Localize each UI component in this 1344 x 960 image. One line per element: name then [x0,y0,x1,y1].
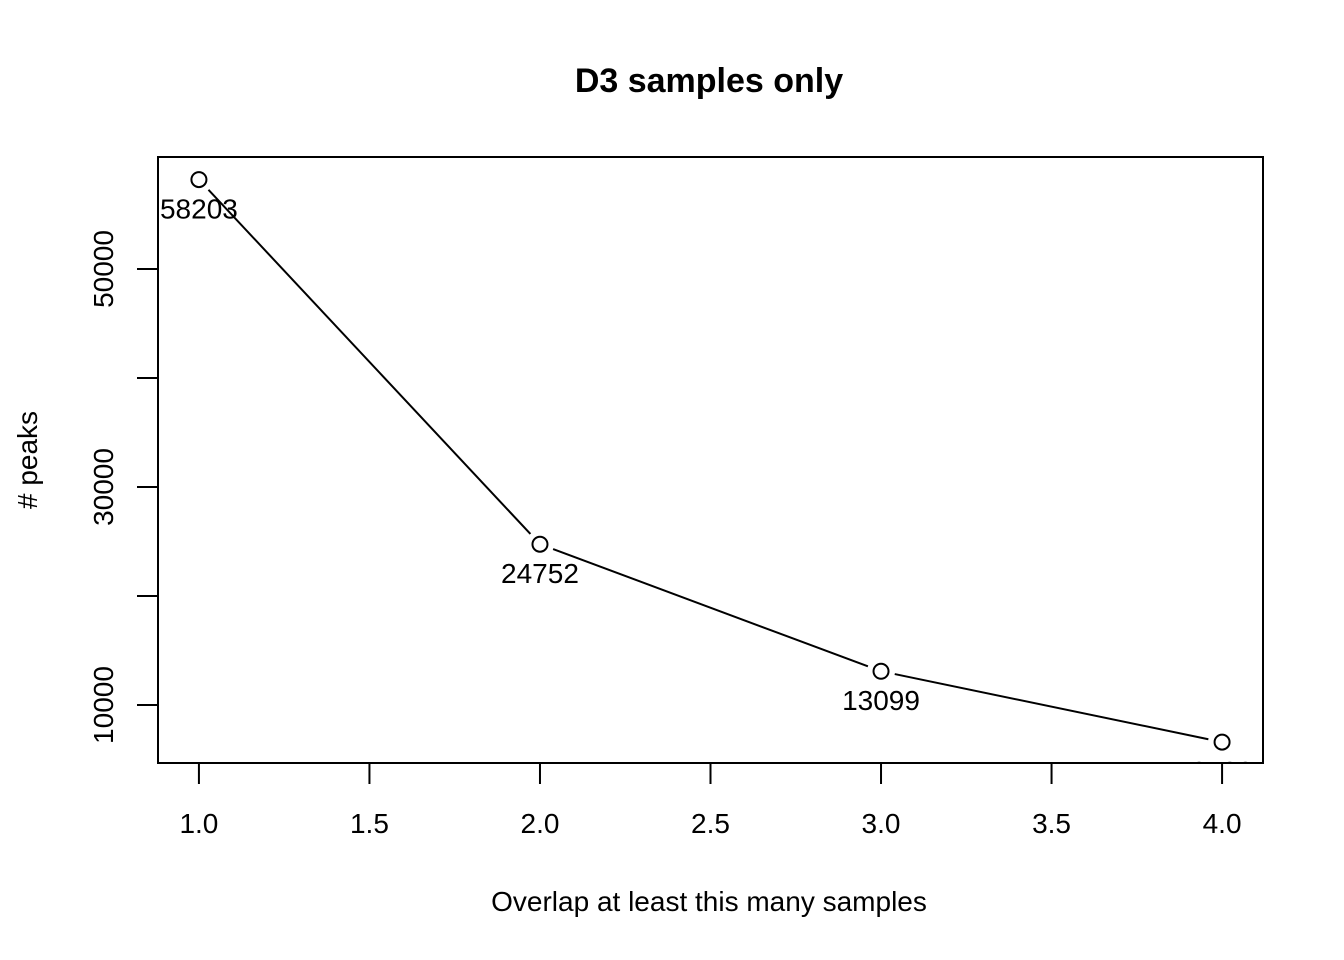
data-label: 13099 [842,685,920,716]
x-tick-label: 1.5 [350,808,389,839]
x-tick-label: 3.0 [862,808,901,839]
series-line [190,171,1231,751]
chart-title: D3 samples only [575,62,843,100]
y-axis-label: # peaks [12,411,43,509]
data-point [531,535,549,553]
data-label: 58203 [160,194,238,225]
x-axis-label: Overlap at least this many samples [491,886,927,917]
data-point [1213,733,1231,751]
series-segment [552,548,869,668]
y-axis: 10000 30000 50000 [88,230,159,744]
data-point [872,662,890,680]
x-tick-label: 4.0 [1203,808,1242,839]
series-segment [894,673,1209,741]
series-segment [207,189,532,535]
point-labels: 58203 24752 13099 6598 [160,194,1253,787]
data-label: 24752 [501,558,579,589]
plot-frame [157,156,1264,764]
x-tick-label: 1.0 [179,808,218,839]
y-tick-label: 10000 [88,666,119,744]
data-point [190,171,208,189]
x-tick-label: 3.5 [1032,808,1071,839]
data-label: 6598 [1191,756,1253,787]
x-tick-label: 2.5 [691,808,730,839]
y-tick-label: 50000 [88,230,119,308]
x-axis: 1.0 1.5 2.0 2.5 3.0 3.5 4.0 [179,762,1242,839]
y-tick-label: 30000 [88,448,119,526]
x-tick-label: 2.0 [521,808,560,839]
